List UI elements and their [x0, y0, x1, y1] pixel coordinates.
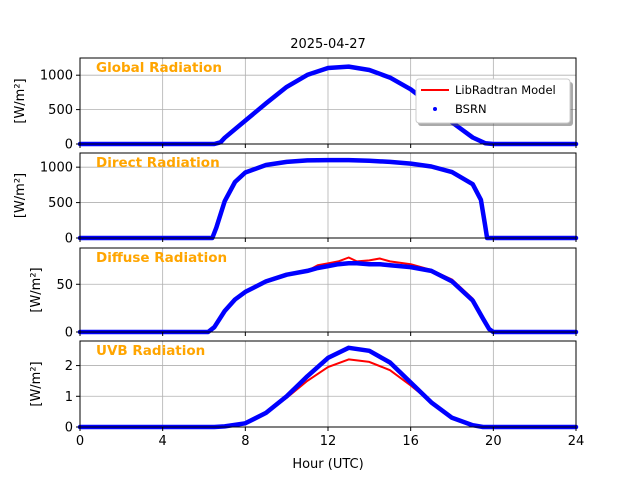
- ytick-label-1-0: 0: [65, 232, 73, 247]
- ytick-label-2-0: 0: [65, 326, 73, 341]
- series-bsrn-1: [77, 157, 579, 241]
- x-axis-label: Hour (UTC): [292, 457, 363, 472]
- ylabel-3: [W/m²]: [29, 361, 44, 406]
- chart-title: 2025-04-27: [290, 37, 366, 52]
- xtick-label-2: 8: [241, 434, 249, 449]
- panel-label-1: Direct Radiation: [96, 155, 220, 171]
- panel-label-0: Global Radiation: [96, 60, 222, 76]
- legend-model-label: LibRadtran Model: [455, 83, 556, 97]
- legend-box: [415, 78, 571, 124]
- xtick-label-3: 12: [320, 434, 337, 449]
- ylabel-1: [W/m²]: [13, 173, 28, 218]
- ytick-label-3-0: 0: [65, 421, 73, 436]
- series-bsrn-0: [77, 64, 579, 147]
- legend-bsrn-label: BSRN: [455, 102, 487, 116]
- ytick-label-1-2: 1000: [40, 161, 73, 176]
- panel-1: 0 500 1000 [W/m²] Direct Radiation: [13, 152, 579, 247]
- xtick-label-4: 16: [402, 434, 419, 449]
- ytick-label-0-1: 500: [48, 103, 73, 118]
- panel-label-3: UVB Radiation: [96, 343, 205, 359]
- panel-0: 0 500 1000 [W/m²] Global Radiation: [13, 57, 579, 153]
- xtick-label-5: 20: [485, 434, 502, 449]
- ylabel-0: [W/m²]: [13, 78, 28, 123]
- series-bsrn-2: [77, 261, 579, 335]
- ytick-label-1-1: 500: [48, 196, 73, 211]
- ytick-label-2-1: 50: [56, 278, 73, 293]
- legend-bsrn-swatch: [433, 107, 437, 111]
- ytick-label-0-0: 0: [65, 138, 73, 153]
- ytick-label-3-2: 2: [65, 359, 73, 374]
- xtick-label-1: 4: [159, 434, 167, 449]
- panel-2: 0 50 [W/m²] Diffuse Radiation: [29, 247, 579, 341]
- xtick-label-0: 0: [76, 434, 84, 449]
- ytick-label-3-1: 1: [65, 390, 73, 405]
- chart-legend: LibRadtran Model BSRN: [415, 78, 573, 126]
- panel-label-2: Diffuse Radiation: [96, 250, 227, 266]
- ylabel-2: [W/m²]: [29, 267, 44, 312]
- xtick-label-6: 24: [568, 434, 585, 449]
- ytick-label-0-2: 1000: [40, 69, 73, 84]
- series-bsrn-3: [77, 345, 579, 430]
